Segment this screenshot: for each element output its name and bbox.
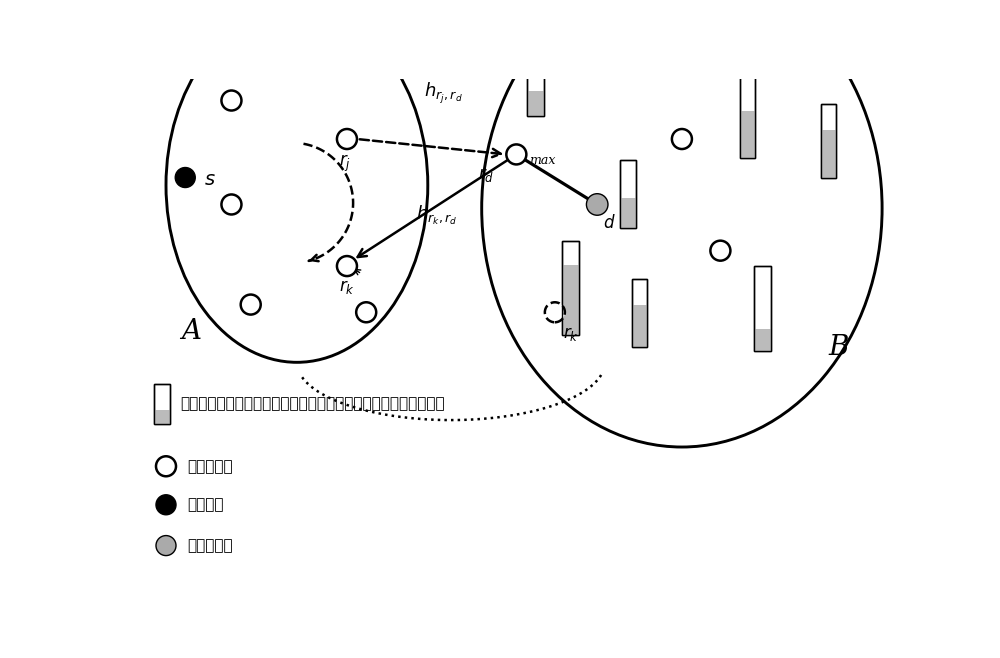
Circle shape — [337, 129, 357, 149]
Circle shape — [221, 91, 241, 111]
Bar — [820, 105, 836, 178]
Circle shape — [221, 195, 241, 215]
Text: $s$: $s$ — [205, 171, 216, 190]
Circle shape — [337, 256, 357, 276]
Text: $r_d$: $r_d$ — [478, 166, 494, 184]
Text: $r_k$: $r_k$ — [563, 324, 578, 343]
Bar — [154, 410, 170, 424]
Circle shape — [710, 241, 730, 261]
Bar — [154, 384, 170, 424]
Bar — [740, 62, 755, 159]
Circle shape — [506, 144, 526, 164]
Bar — [154, 384, 170, 424]
Bar — [820, 105, 836, 178]
Bar — [632, 279, 647, 347]
Text: max: max — [529, 154, 556, 166]
Bar — [620, 198, 636, 228]
Circle shape — [545, 302, 565, 322]
Bar — [632, 305, 647, 347]
Bar — [620, 160, 636, 228]
Circle shape — [156, 536, 176, 555]
Text: A: A — [181, 318, 201, 345]
Bar — [620, 160, 636, 228]
Text: $d$: $d$ — [603, 214, 616, 232]
Bar — [632, 279, 647, 347]
Bar — [562, 241, 579, 336]
Circle shape — [586, 193, 608, 215]
Text: ：目的节点: ：目的节点 — [188, 538, 233, 553]
Text: $r_k$: $r_k$ — [339, 278, 355, 297]
Circle shape — [356, 302, 376, 322]
Bar — [740, 62, 755, 159]
Text: $r_j$: $r_j$ — [339, 153, 351, 174]
Text: ：源节点: ：源节点 — [188, 497, 224, 513]
Bar — [754, 266, 771, 351]
Bar — [562, 265, 579, 336]
Text: ：中继节点: ：中继节点 — [188, 459, 233, 474]
Bar — [740, 111, 755, 159]
Circle shape — [156, 495, 176, 515]
Bar — [527, 91, 544, 116]
Text: $h_{r_j,r_d}$: $h_{r_j,r_d}$ — [424, 81, 463, 106]
Circle shape — [241, 295, 261, 315]
Text: B: B — [828, 334, 849, 361]
Bar — [527, 47, 544, 116]
Bar — [527, 47, 544, 116]
Bar — [754, 266, 771, 351]
Text: $h_{r_k,r_d}$: $h_{r_k,r_d}$ — [416, 204, 458, 227]
Bar — [754, 329, 771, 351]
Circle shape — [672, 129, 692, 149]
Text: ：柱体表示节点解码所需信息量，阴影部分为节点已累积的信息量: ：柱体表示节点解码所需信息量，阴影部分为节点已累积的信息量 — [180, 396, 444, 411]
Circle shape — [156, 456, 176, 476]
Circle shape — [175, 168, 195, 188]
Bar — [820, 130, 836, 178]
Bar — [562, 241, 579, 336]
